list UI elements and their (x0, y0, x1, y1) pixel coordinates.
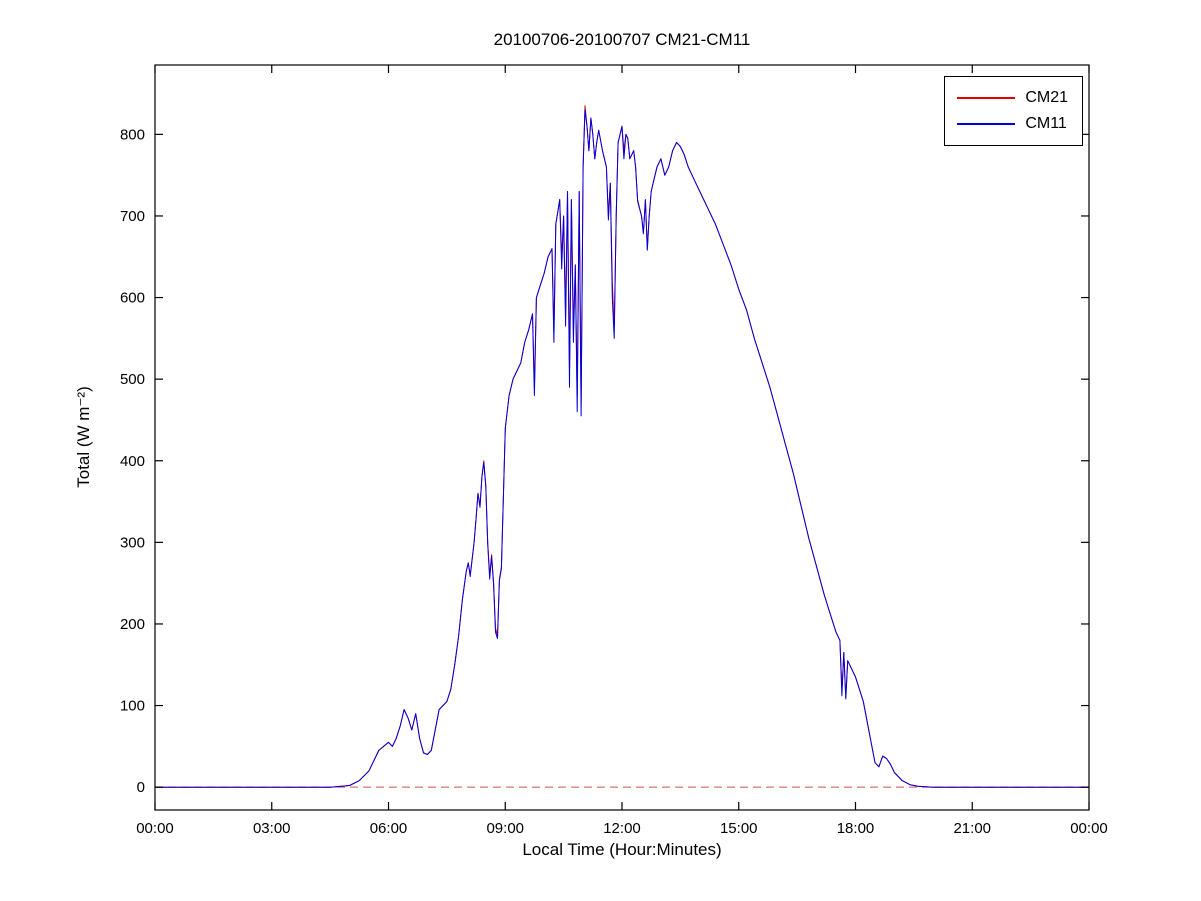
x-axis-label: Local Time (Hour:Minutes) (522, 840, 722, 859)
x-tick-label: 00:00 (1070, 820, 1108, 837)
x-tick-label: 15:00 (720, 820, 758, 837)
x-tick-label: 18:00 (837, 820, 875, 837)
legend-box: CM21 CM11 (944, 76, 1083, 146)
y-tick-label: 500 (120, 371, 145, 388)
legend-entry-cm21: CM21 (957, 85, 1068, 111)
x-tick-label: 00:00 (136, 820, 174, 837)
cm11-line-swatch (957, 123, 1016, 125)
x-tick-label: 12:00 (603, 820, 641, 837)
y-axis-label: Total (W m⁻²) (74, 386, 93, 488)
x-tick-label: 03:00 (253, 820, 291, 837)
y-tick-label: 200 (120, 616, 145, 633)
axes-box (154, 64, 1090, 811)
x-tick-label: 09:00 (486, 820, 524, 837)
y-tick-label: 700 (120, 208, 145, 225)
legend-label-cm11: CM11 (1025, 115, 1067, 132)
cm21-line-swatch (957, 97, 1016, 99)
legend-label-cm21: CM21 (1025, 89, 1068, 106)
y-tick-label: 300 (120, 534, 145, 551)
series-line-cm21 (155, 105, 1089, 788)
chart-title: 20100706-20100707 CM21-CM11 (493, 30, 751, 49)
x-tick-label: 21:00 (953, 820, 991, 837)
y-tick-label: 400 (120, 453, 145, 470)
x-tick-label: 06:00 (370, 820, 408, 837)
y-tick-label: 600 (120, 290, 145, 307)
y-tick-label: 100 (120, 698, 145, 715)
y-tick-label: 800 (120, 126, 145, 143)
y-tick-label: 0 (137, 779, 145, 796)
legend-entry-cm11: CM11 (957, 111, 1068, 137)
series-line-cm11 (155, 109, 1089, 788)
